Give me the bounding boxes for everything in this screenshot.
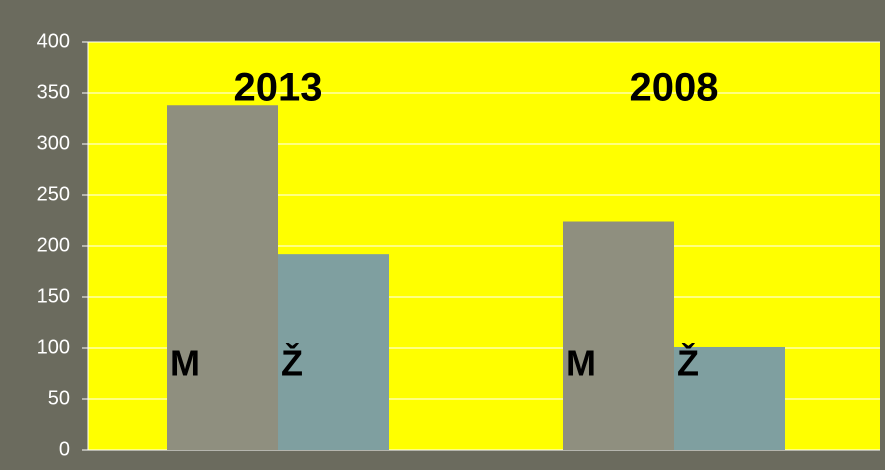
category-label: 2008 <box>630 66 719 110</box>
y-tick-label: 350 <box>37 81 70 103</box>
bar <box>278 254 389 450</box>
series-label: Ž <box>677 342 699 384</box>
bar <box>563 221 674 450</box>
bar <box>674 346 785 450</box>
series-label: Ž <box>281 342 303 384</box>
y-tick-label: 100 <box>37 336 70 358</box>
y-tick-label: 0 <box>59 438 70 460</box>
y-tick-label: 400 <box>37 30 70 52</box>
y-tick-label: 200 <box>37 234 70 256</box>
series-label: M <box>566 343 596 384</box>
y-tick-label: 250 <box>37 183 70 205</box>
category-label: 2013 <box>234 66 323 110</box>
y-tick-label: 300 <box>37 132 70 154</box>
series-label: M <box>170 343 200 384</box>
y-tick-label: 50 <box>48 387 70 409</box>
y-tick-label: 150 <box>37 285 70 307</box>
bar <box>167 105 278 451</box>
